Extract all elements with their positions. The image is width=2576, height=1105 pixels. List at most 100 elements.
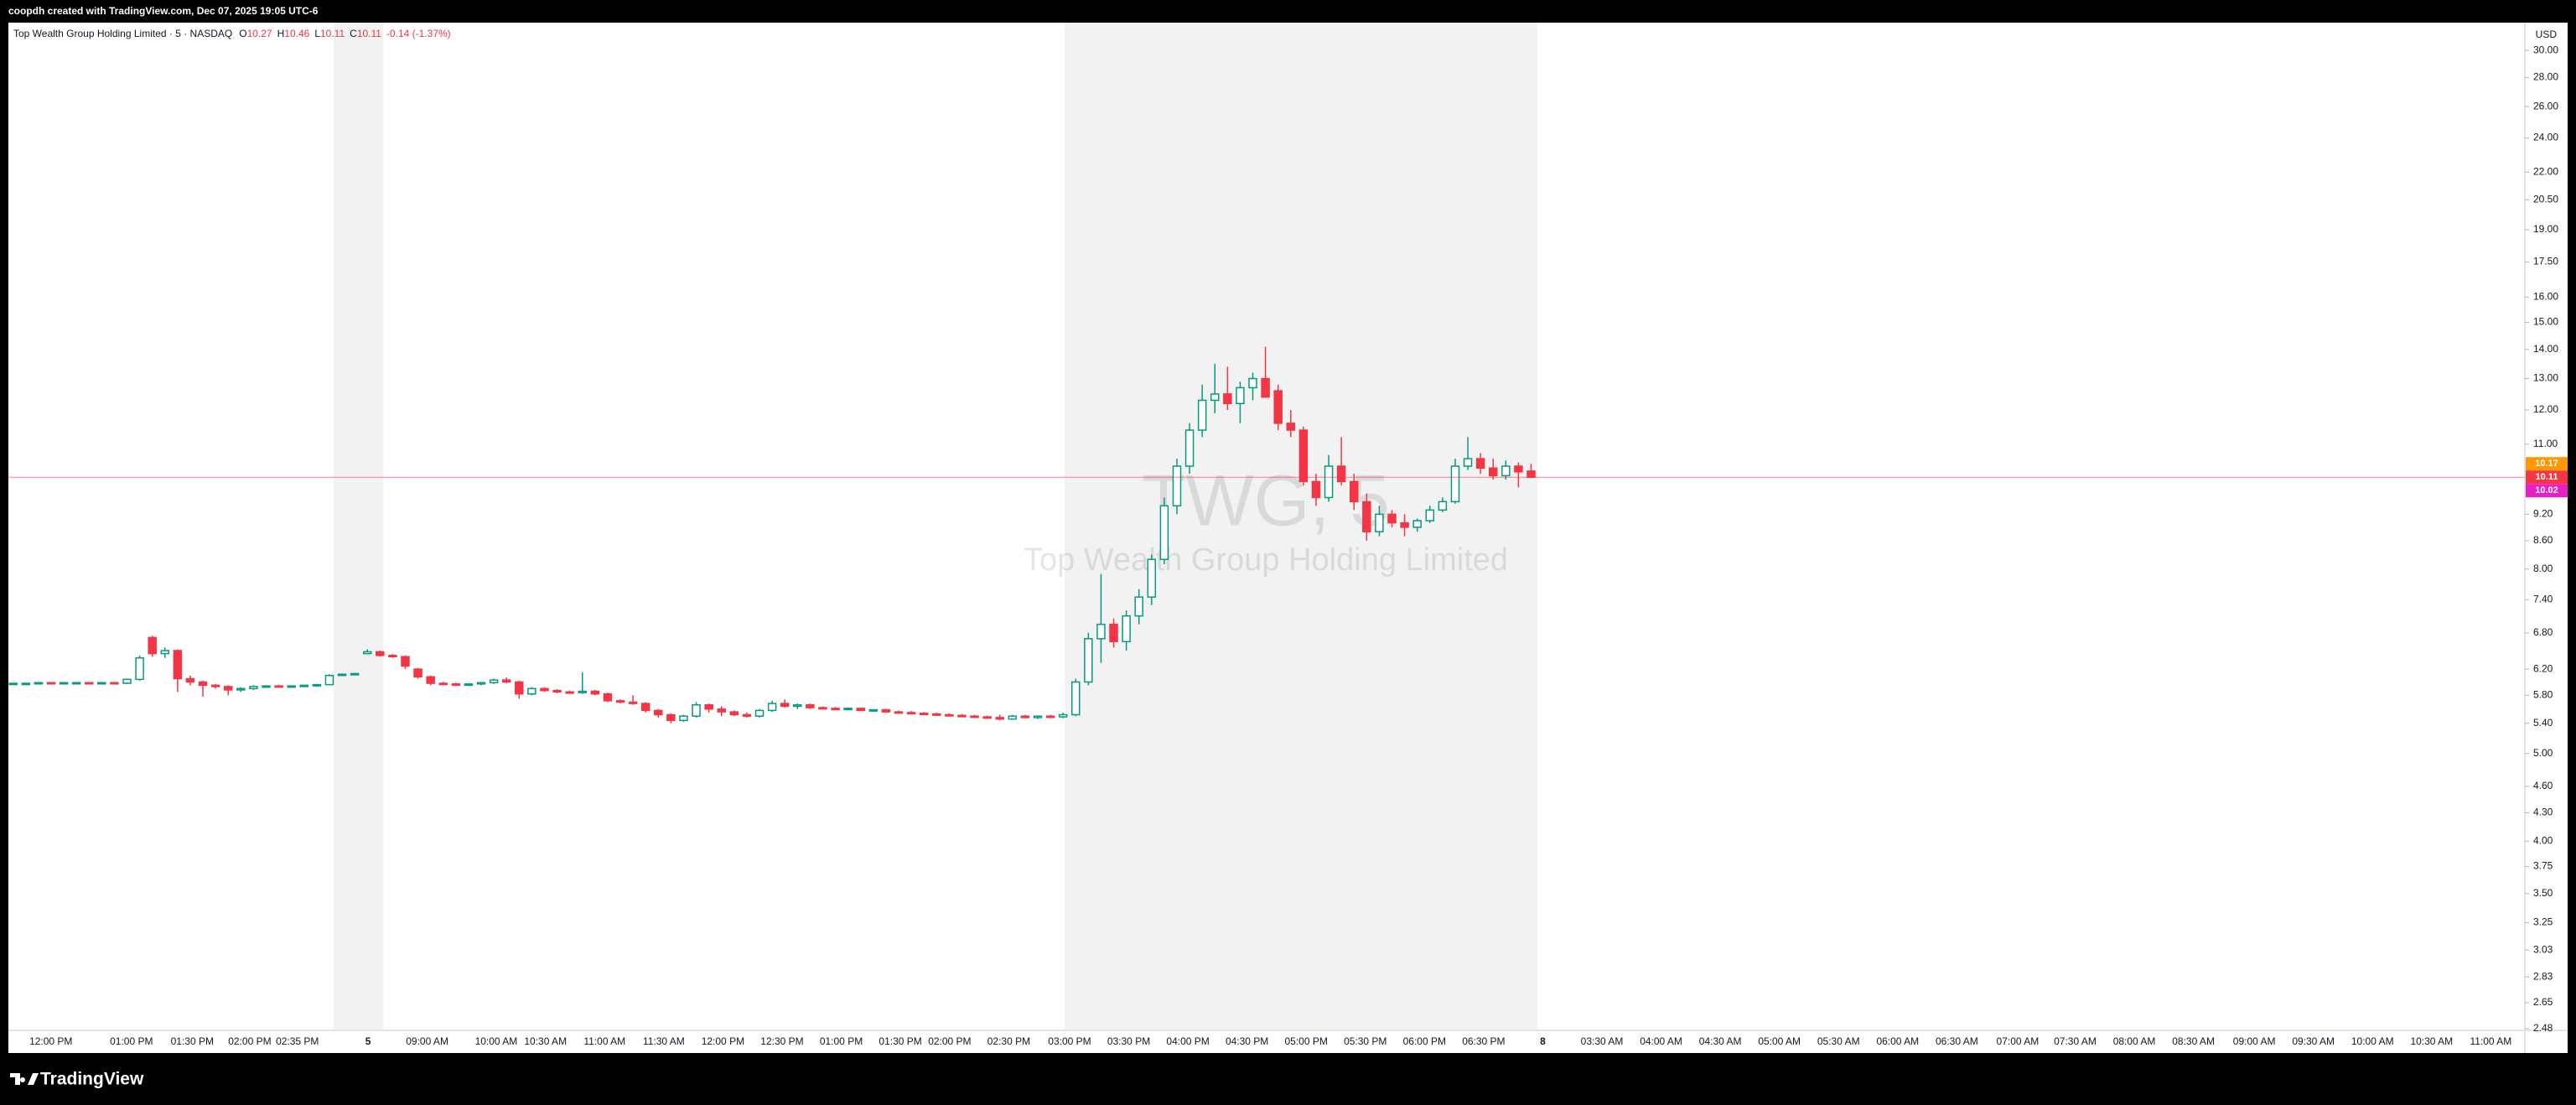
x-tick-label: 10:00 AM (475, 1035, 518, 1047)
y-tick-label: 13.00 (2533, 372, 2558, 384)
candle-body (868, 708, 879, 712)
x-tick-label: 02:30 PM (987, 1035, 1030, 1047)
x-tick-label: 06:30 AM (1936, 1035, 1978, 1047)
candle-body (1197, 399, 1207, 431)
candle-body (717, 708, 726, 713)
candle-body (1450, 465, 1460, 503)
candle-body (489, 679, 499, 683)
candle-body (1286, 423, 1296, 431)
candle-body (793, 704, 802, 708)
y-tick-label: 22.00 (2533, 165, 2558, 177)
x-tick-label: 11:00 AM (583, 1035, 625, 1047)
candle-body (818, 707, 827, 710)
y-tick-label: 2.65 (2533, 996, 2553, 1008)
x-tick-label: 10:00 AM (2351, 1035, 2394, 1047)
candle-body (1400, 521, 1409, 528)
y-tick-label: 5.80 (2533, 688, 2553, 700)
price-label: 10.02 (2535, 485, 2558, 495)
candle-body (590, 690, 600, 695)
candle-body (679, 715, 688, 722)
candle-body (831, 708, 840, 711)
candle-body (1248, 377, 1257, 389)
candle-body (501, 679, 511, 683)
header-text: coopdh created with TradingView.com, Dec… (8, 5, 319, 17)
y-tick-label: 5.40 (2533, 717, 2553, 729)
candle-body (1438, 501, 1448, 511)
candle-body (767, 703, 777, 712)
candle-body (1387, 513, 1397, 524)
candle-body (34, 682, 44, 685)
x-tick-label: 11:30 AM (643, 1035, 685, 1047)
candle-body (287, 685, 296, 688)
candle-body (173, 650, 183, 680)
candle-body (603, 693, 613, 702)
candle-body (654, 709, 663, 716)
x-tick-label: 02:00 PM (928, 1035, 971, 1047)
x-tick-label: 01:00 PM (820, 1035, 863, 1047)
candle-body (160, 650, 170, 655)
candle-body (1223, 393, 1232, 405)
x-tick-label: 11:00 AM (2470, 1035, 2511, 1047)
candle-body (71, 682, 81, 685)
y-tick-label: 6.80 (2533, 626, 2553, 638)
x-tick-label: 04:00 PM (1166, 1035, 1209, 1047)
candle-body (362, 651, 372, 655)
brand: TradingView (10, 1070, 144, 1089)
candle-body (1488, 467, 1498, 477)
candle-body (262, 685, 271, 688)
x-tick-label: 01:30 PM (879, 1035, 921, 1047)
candle-body (1324, 465, 1334, 499)
candle-body (1184, 429, 1195, 467)
y-tick-label: 3.50 (2533, 887, 2553, 899)
candle-body (1058, 713, 1068, 718)
candle-body (1236, 386, 1245, 405)
x-tick-label: 04:30 PM (1226, 1035, 1268, 1047)
candle-body (8, 682, 18, 686)
x-tick-label: 01:00 PM (110, 1035, 153, 1047)
x-tick-label: 07:30 AM (2054, 1035, 2097, 1047)
x-tick-label: 06:00 AM (1876, 1035, 1919, 1047)
candle-body (122, 678, 132, 684)
y-tick-label: 26.00 (2533, 100, 2558, 112)
candle-body (148, 636, 157, 655)
y-tick-label: 28.00 (2533, 71, 2558, 83)
candle-body (1033, 715, 1043, 719)
candle-body (919, 713, 929, 716)
candle-body (729, 711, 739, 716)
candle-body (1336, 465, 1346, 483)
candle-body (1147, 558, 1157, 598)
session-shade (1065, 23, 1537, 1030)
candle-body (1159, 505, 1169, 560)
x-tick-label: 03:30 PM (1107, 1035, 1150, 1047)
candle-body (856, 708, 865, 712)
x-tick-label: 5 (365, 1035, 371, 1047)
candle-body (806, 704, 815, 708)
y-tick-label: 4.30 (2533, 807, 2553, 818)
candle-body (464, 683, 474, 687)
candle-body (906, 712, 916, 715)
candle-body (249, 686, 258, 690)
candle-body (1109, 623, 1118, 643)
candle-body (1210, 393, 1220, 402)
candle-body (754, 709, 765, 717)
candle-body (388, 655, 397, 658)
y-tick-label: 6.20 (2533, 662, 2553, 674)
x-tick-label: 02:00 PM (228, 1035, 271, 1047)
candle-body (299, 684, 309, 687)
x-tick-label: 8 (1540, 1035, 1546, 1047)
y-tick-label: 24.00 (2533, 132, 2558, 143)
candle-body (995, 717, 1004, 720)
candle-body (97, 682, 106, 685)
session-shade (334, 23, 383, 1030)
price-label-bg (2526, 457, 2568, 471)
price-label: 10.17 (2535, 459, 2558, 469)
legend-key: C (350, 28, 357, 39)
candle-body (1273, 390, 1283, 424)
y-tick-label: 17.50 (2533, 256, 2558, 267)
legend-key: O (239, 28, 246, 39)
legend-value: 10.11 (357, 28, 381, 39)
candle-body (274, 685, 283, 688)
candle-body (666, 713, 676, 722)
x-tick-label: 08:00 AM (2113, 1035, 2156, 1047)
